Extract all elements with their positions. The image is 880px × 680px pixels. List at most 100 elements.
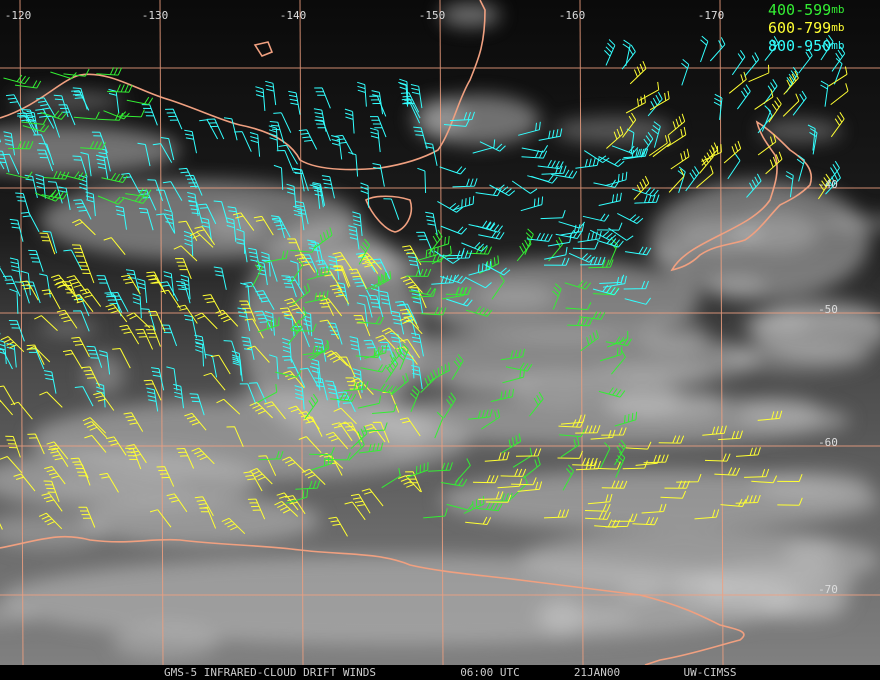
wind-barb	[285, 489, 309, 504]
wind-barb	[763, 79, 778, 105]
wind-barb	[420, 306, 447, 316]
wind-barb	[225, 217, 237, 242]
wind-barb	[751, 475, 778, 484]
wind-barb	[572, 241, 599, 250]
footer-text: 06:00 UTC	[460, 666, 520, 679]
wind-barb	[466, 245, 492, 255]
wind-barb	[200, 217, 213, 242]
wind-barb	[350, 378, 374, 395]
wind-barb	[93, 392, 115, 411]
wind-barb	[748, 64, 770, 83]
legend-unit: mb	[831, 39, 844, 52]
wind-barb	[820, 34, 834, 61]
wind-barb	[184, 412, 207, 431]
wind-barb	[437, 200, 464, 213]
wind-barb	[304, 393, 319, 419]
wind-barb	[240, 282, 251, 308]
wind-barb	[126, 312, 151, 329]
wind-barb	[293, 168, 309, 191]
wind-barb	[125, 447, 142, 470]
wind-barb	[355, 349, 382, 359]
wind-barb	[399, 303, 418, 325]
cloud	[0, 513, 109, 549]
wind-barb	[213, 200, 229, 223]
wind-barb	[348, 225, 360, 250]
footer-text: GMS-5 INFRARED-CLOUD DRIFT WINDS	[164, 666, 376, 679]
wind-barb	[632, 187, 659, 197]
wind-barb	[416, 246, 439, 262]
wind-barb	[71, 90, 90, 111]
wind-barb	[343, 381, 369, 392]
wind-barb	[189, 231, 214, 248]
wind-barb	[605, 518, 631, 528]
wind-barb	[321, 175, 335, 199]
wind-barb	[258, 450, 284, 461]
wind-barb	[599, 442, 611, 469]
cloud	[742, 310, 811, 336]
wind-barb	[608, 227, 634, 241]
wind-barb	[47, 181, 63, 204]
wind-barb	[28, 249, 44, 272]
wind-barb	[97, 112, 124, 121]
wind-barb	[445, 286, 472, 295]
wind-barb	[237, 307, 251, 332]
wind-barb	[792, 90, 807, 116]
cloud	[0, 606, 38, 625]
wind-barb	[148, 310, 166, 332]
wind-barb	[138, 189, 157, 211]
wind-barb	[0, 456, 23, 474]
wind-barb	[517, 481, 543, 492]
wind-barb	[451, 354, 464, 380]
wind-barb	[56, 309, 78, 329]
wind-barb	[58, 104, 76, 126]
wind-barb	[718, 430, 743, 441]
wind-barb	[328, 255, 340, 280]
wind-barb	[298, 129, 318, 150]
meridian	[579, 0, 584, 666]
wind-barb	[667, 113, 686, 136]
legend-entry: 400-599mb	[768, 1, 844, 19]
wind-barb	[443, 118, 470, 127]
cloud	[618, 581, 666, 602]
wind-barb	[71, 336, 90, 358]
wind-barb	[298, 436, 322, 454]
wind-barb	[261, 251, 271, 277]
wind-barb	[465, 516, 492, 525]
wind-barb	[590, 429, 616, 440]
wind-barb	[187, 192, 199, 217]
wind-barb	[599, 346, 623, 362]
wind-barb	[204, 353, 218, 378]
wind-barb	[796, 155, 805, 182]
wind-barb	[704, 453, 731, 462]
wind-barb	[338, 356, 356, 378]
wind-barb	[547, 234, 572, 247]
wind-barb	[400, 275, 423, 294]
lon-label: -120	[5, 9, 32, 22]
wind-barb	[731, 50, 746, 76]
wind-barb	[96, 275, 113, 297]
wind-barb	[658, 435, 685, 444]
wind-barb	[183, 230, 194, 256]
wind-barb	[66, 275, 88, 294]
wind-barb	[828, 66, 848, 87]
wind-barb	[809, 128, 818, 155]
wind-barb	[777, 474, 803, 482]
cloud	[41, 478, 189, 492]
wind-barb	[281, 275, 297, 298]
antarctica-coast	[0, 535, 745, 666]
wind-barb	[313, 108, 327, 132]
wind-barb	[440, 225, 468, 235]
wind-barb	[194, 226, 216, 246]
wind-barb	[363, 339, 382, 361]
wind-barb	[176, 448, 195, 469]
wind-barb	[299, 367, 320, 388]
wind-barb	[140, 308, 156, 331]
wind-barb	[606, 126, 624, 149]
wind-barb	[5, 435, 21, 458]
wind-barb	[592, 284, 620, 296]
wind-barb	[72, 87, 88, 110]
lon-label: -170	[698, 9, 725, 22]
wind-barb	[247, 498, 266, 520]
wind-barb	[604, 171, 628, 187]
